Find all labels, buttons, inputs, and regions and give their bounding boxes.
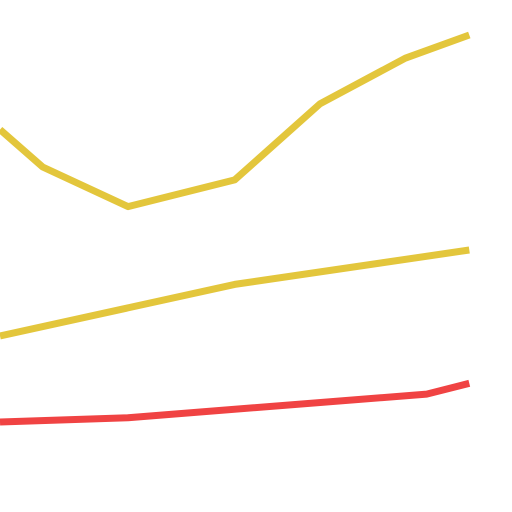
series-line-1: [0, 31, 471, 211]
series-line-2: [0, 246, 470, 340]
series-layer: [0, 31, 471, 426]
series-line-3: [0, 379, 471, 426]
